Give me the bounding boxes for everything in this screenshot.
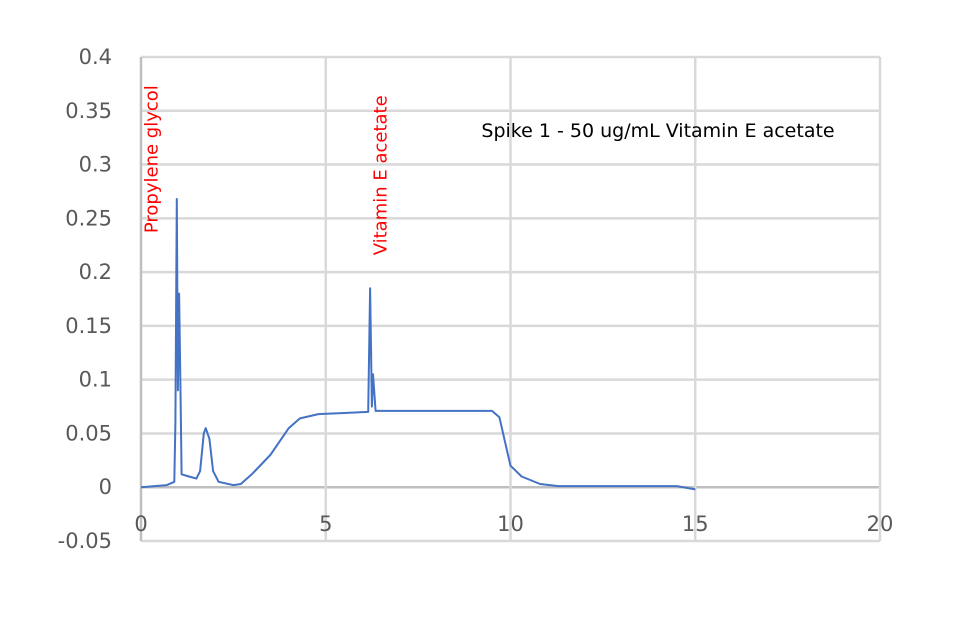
data-series	[140, 198, 696, 491]
y-tick-label: -0.05	[58, 529, 112, 553]
x-tick-label: 5	[319, 512, 332, 536]
y-tick-label: 0.35	[65, 99, 112, 123]
y-tick-label: 0.15	[65, 314, 112, 338]
y-tick-label: 0.25	[65, 206, 112, 230]
x-tick-label: 0	[134, 512, 147, 536]
y-axis-ticks: 0.4 0.35 0.3 0.25 0.2 0.15 0.1 0.05 0 -0.05	[58, 45, 112, 553]
x-tick-label: 15	[682, 512, 709, 536]
peak-annotation: Propylene glycol	[142, 85, 163, 233]
x-tick-label: 20	[867, 512, 894, 536]
series-line	[140, 198, 696, 491]
y-tick-label: 0.1	[79, 368, 112, 392]
x-tick-label: 10	[497, 512, 524, 536]
annotations: Propylene glycol Vitamin E acetate	[142, 85, 392, 255]
y-tick-label: 0.2	[79, 260, 112, 284]
peak-annotation: Vitamin E acetate	[371, 95, 392, 255]
x-axis-ticks: 0 5 10 15 20	[134, 512, 893, 536]
chart-title: Spike 1 - 50 ug/mL Vitamin E acetate	[481, 120, 834, 142]
gridlines	[139, 55, 882, 543]
y-tick-label: 0.05	[65, 421, 112, 445]
y-tick-label: 0.4	[79, 45, 112, 69]
y-tick-label: 0	[99, 475, 112, 499]
y-tick-label: 0.3	[79, 153, 112, 177]
